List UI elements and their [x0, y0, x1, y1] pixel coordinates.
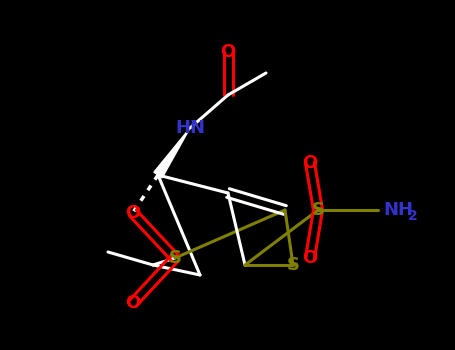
- Text: O: O: [303, 249, 318, 267]
- Text: S: S: [168, 249, 182, 267]
- Text: HN: HN: [175, 119, 205, 137]
- Polygon shape: [154, 128, 190, 178]
- Text: O: O: [126, 294, 141, 312]
- Text: O: O: [303, 154, 318, 172]
- Text: O: O: [220, 43, 236, 61]
- Text: S: S: [287, 256, 299, 274]
- Text: 2: 2: [408, 209, 418, 223]
- Text: NH: NH: [383, 201, 413, 219]
- Text: O: O: [126, 204, 141, 222]
- Text: S: S: [312, 201, 324, 219]
